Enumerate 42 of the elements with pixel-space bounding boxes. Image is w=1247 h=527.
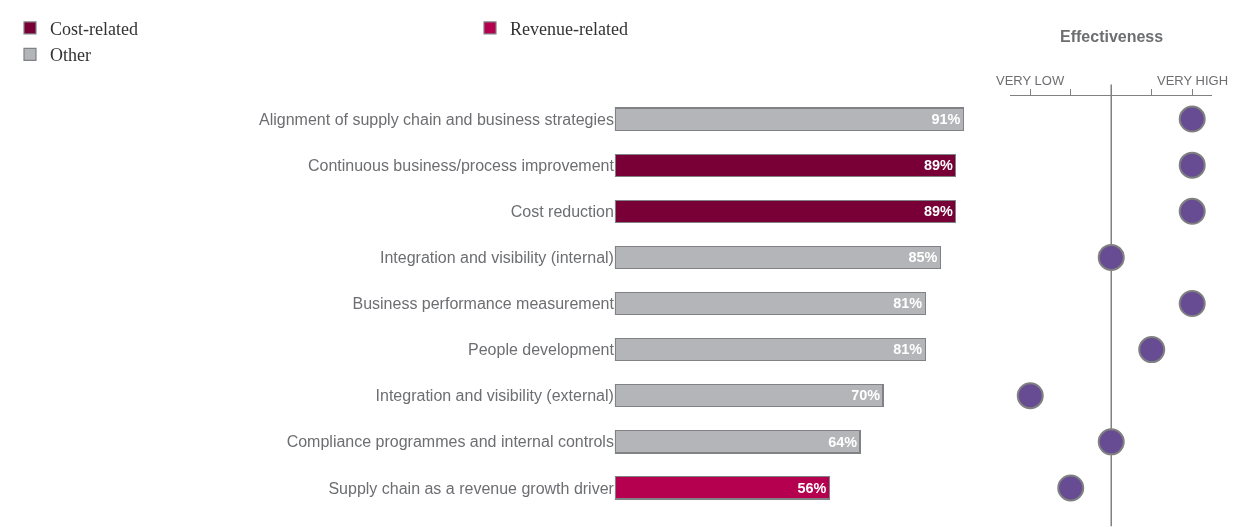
data-label: 89%: [923, 156, 953, 173]
bar: [614, 153, 957, 177]
y-tick-label: People development: [468, 341, 615, 359]
bar: [614, 384, 884, 408]
data-label: 81%: [893, 341, 923, 358]
point: [1178, 105, 1206, 133]
y-tick-label: Integration and visibility (external): [375, 387, 614, 405]
bar: [614, 291, 926, 316]
data-label: 81%: [893, 295, 923, 312]
bar: [614, 199, 957, 223]
bar: [614, 245, 942, 270]
bar: [614, 107, 965, 131]
legend-label: Revenue-related: [510, 18, 628, 39]
data-label: 91%: [931, 110, 961, 127]
y-tick-label: Continuous business/process improvement: [307, 156, 615, 174]
annotation: VERY LOW: [996, 73, 1065, 88]
point: [1097, 243, 1125, 271]
bar: [614, 337, 926, 362]
data-label: 85%: [908, 249, 938, 266]
y-tick-label: Business performance measurement: [352, 295, 615, 313]
data-label: 64%: [828, 433, 858, 450]
y-tick-label: Integration and visibility (internal): [380, 248, 614, 266]
data-label: 70%: [851, 387, 881, 404]
data-label: 89%: [923, 202, 953, 219]
annotation: VERY HIGH: [1157, 73, 1229, 88]
y-tick-label: Alignment of supply chain and business strategies: [259, 110, 614, 128]
point: [1057, 474, 1085, 502]
data-label: 56%: [797, 479, 827, 496]
y-tick-label: Supply chain as a revenue growth driver: [328, 479, 615, 497]
point: [1138, 336, 1166, 364]
point: [1178, 197, 1206, 225]
bar: [614, 430, 861, 454]
chart-title: Effectiveness: [1060, 28, 1164, 45]
point: [1016, 382, 1044, 410]
bar: [614, 476, 830, 500]
point: [1178, 151, 1206, 179]
legend-label: Cost-related: [50, 18, 138, 39]
y-tick-label: Cost reduction: [510, 202, 614, 220]
y-tick-label: Compliance programmes and internal controls: [286, 433, 614, 451]
point: [1097, 428, 1125, 456]
point: [1178, 290, 1206, 317]
legend-label: Other: [50, 45, 91, 66]
